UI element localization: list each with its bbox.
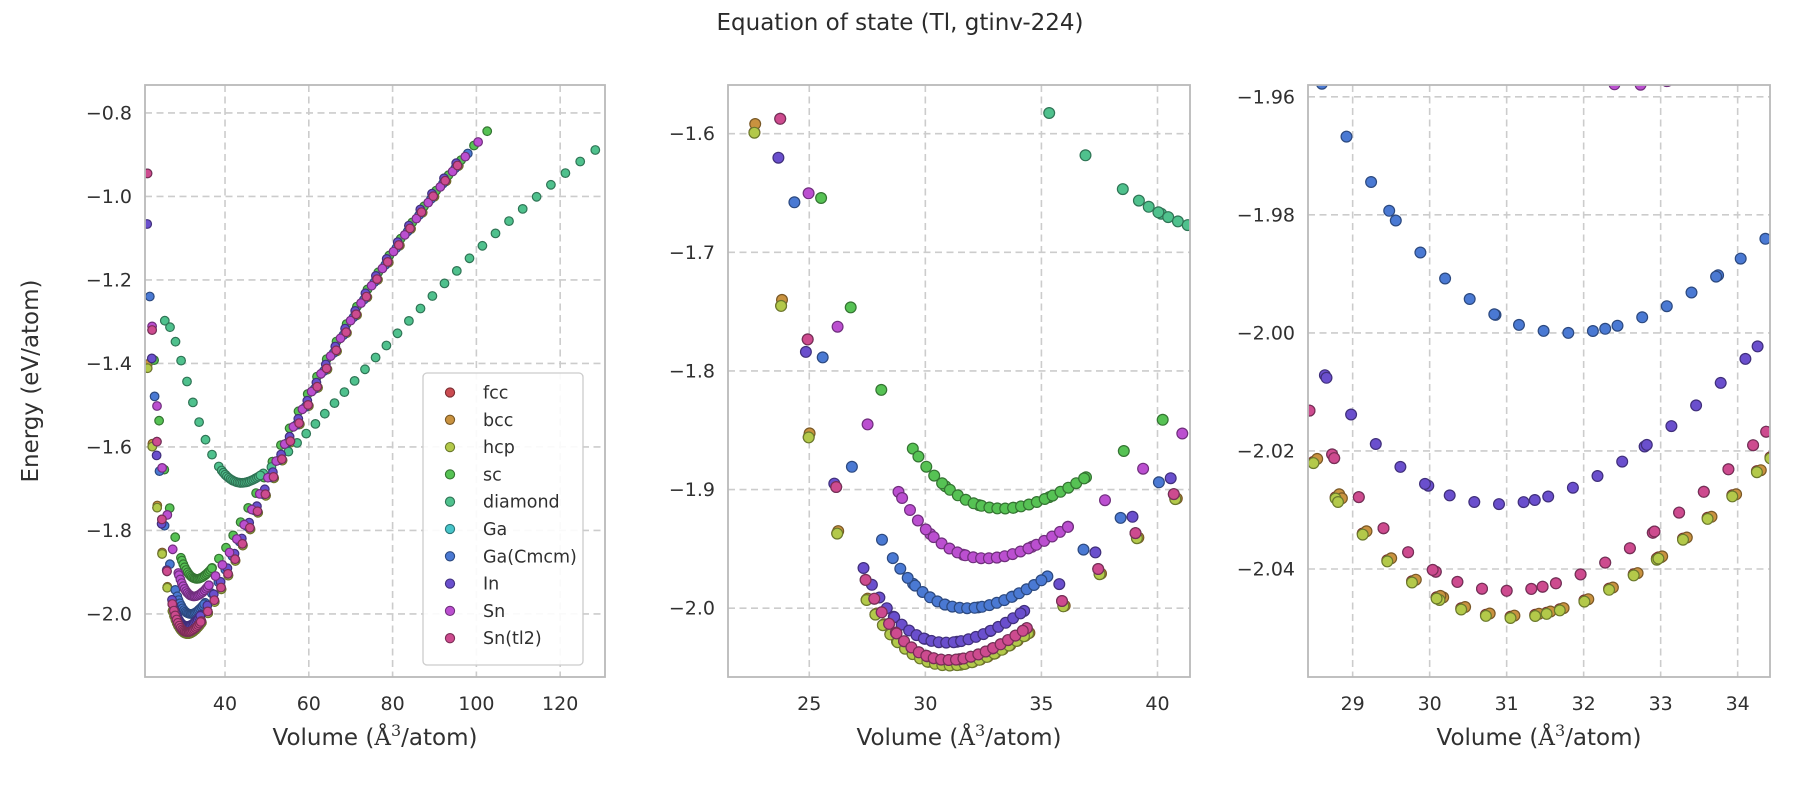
legend-marker-Ga(Cmcm) bbox=[444, 551, 456, 562]
x-axis-label-overview: Volume (Å3/atom) bbox=[273, 721, 478, 751]
series-Sn(tl2) bbox=[1308, 404, 1770, 597]
y-tick-label: −1.6 bbox=[86, 436, 132, 458]
series-Ga bbox=[774, 112, 1180, 666]
x-tick-label: 29 bbox=[1341, 693, 1365, 715]
legend-label-hcp: hcp bbox=[483, 438, 515, 458]
x-tick-label: 35 bbox=[1029, 693, 1053, 715]
legend-label-diamond: diamond bbox=[483, 493, 560, 513]
figure-title: Equation of state (Tl, gtinv-224) bbox=[716, 10, 1084, 36]
y-tick-labels-mid-zoom: −1.6 −1.7 −1.8 −1.9 −2.0 bbox=[669, 123, 715, 620]
legend-marker-hcp bbox=[444, 441, 456, 453]
series-diamond bbox=[1043, 106, 1190, 232]
x-tick-label: 30 bbox=[913, 693, 937, 715]
y-axis-label: Energy (eV/atom) bbox=[18, 279, 44, 482]
y-tick-label: −2.00 bbox=[1237, 322, 1295, 344]
x-tick-label: 60 bbox=[297, 693, 321, 715]
legend: fcc bcc hcp sc diamond Ga Ga(Cmcm) In Sn Sn(tl2) bbox=[422, 372, 584, 666]
legend-label-bcc: bcc bbox=[483, 411, 513, 431]
series-sc bbox=[815, 192, 1169, 515]
legend-marker-Sn(tl2) bbox=[444, 633, 456, 644]
legend-marker-diamond bbox=[444, 496, 456, 507]
series-fcc bbox=[1308, 451, 1770, 623]
series-hcp bbox=[1308, 452, 1770, 624]
y-tick-label: −1.96 bbox=[1237, 86, 1295, 108]
y-tick-label: −2.02 bbox=[1237, 440, 1295, 462]
legend-label-Ga: Ga bbox=[483, 520, 507, 540]
legend-label-fcc: fcc bbox=[483, 384, 508, 404]
data-points-overview bbox=[145, 126, 601, 639]
y-tick-label: −1.2 bbox=[86, 269, 132, 291]
series-Sn bbox=[802, 187, 1189, 565]
x-tick-label: 100 bbox=[458, 693, 494, 715]
legend-marker-sc bbox=[444, 469, 456, 480]
legend-label-Ga(Cmcm): Ga(Cmcm) bbox=[483, 547, 577, 567]
x-tick-label: 25 bbox=[797, 693, 821, 715]
gridlines-min-zoom bbox=[1308, 85, 1770, 677]
x-axis-label-min-zoom: Volume (Å3/atom) bbox=[1437, 721, 1642, 751]
legend-marker-Ga bbox=[444, 523, 456, 535]
y-tick-label: −1.98 bbox=[1237, 204, 1295, 226]
series-bcc bbox=[749, 117, 1183, 671]
x-tick-label: 40 bbox=[213, 693, 237, 715]
panel-overview: 40 60 80 100 120 −0.8 −1.0 −1.2 −1.4 −1.6 −1.8 −2.0… bbox=[18, 84, 606, 751]
x-tick-label: 32 bbox=[1572, 693, 1596, 715]
x-tick-label: 80 bbox=[381, 693, 405, 715]
axes-spines-mid-zoom bbox=[727, 84, 1191, 678]
y-tick-label: −2.0 bbox=[86, 603, 132, 625]
series-hcp bbox=[748, 126, 1182, 672]
series-In bbox=[1318, 340, 1764, 511]
axes-spines-overview bbox=[144, 84, 606, 678]
y-tick-label: −1.4 bbox=[86, 353, 132, 375]
y-tick-label: −1.7 bbox=[669, 242, 715, 264]
y-tick-label: −2.0 bbox=[669, 598, 715, 620]
panel-min-zoom: 29 30 31 32 33 34 −1.96 −1.98 −2.00 −2.02 −2.04 Vol… bbox=[1237, 84, 1771, 751]
legend-label-sc: sc bbox=[483, 465, 502, 485]
legend-label-Sn(tl2): Sn(tl2) bbox=[483, 629, 542, 649]
series-diamond bbox=[159, 145, 601, 488]
legend-marker-fcc bbox=[444, 387, 456, 398]
legend-marker-Sn bbox=[444, 605, 456, 617]
gridlines-mid-zoom bbox=[728, 85, 1190, 677]
x-tick-labels-min-zoom: 29 30 31 32 33 34 bbox=[1341, 693, 1750, 715]
x-tick-label: 34 bbox=[1726, 693, 1750, 715]
y-tick-label: −1.0 bbox=[86, 186, 132, 208]
x-tick-labels-overview: 40 60 80 100 120 bbox=[213, 693, 578, 715]
series-Sn(tl2) bbox=[774, 112, 1180, 666]
x-tick-label: 33 bbox=[1649, 693, 1673, 715]
panel-mid-zoom: 25 30 35 40 −1.6 −1.7 −1.8 −1.9 −2.0 Volume (Å3/a… bbox=[669, 84, 1191, 751]
x-axis-label-mid-zoom: Volume (Å3/atom) bbox=[857, 721, 1062, 751]
legend-marker-In bbox=[444, 578, 456, 589]
y-tick-label: −1.8 bbox=[86, 520, 132, 542]
x-tick-label: 40 bbox=[1145, 693, 1169, 715]
y-tick-labels-min-zoom: −1.96 −1.98 −2.00 −2.02 −2.04 bbox=[1237, 86, 1295, 580]
x-tick-label: 31 bbox=[1495, 693, 1519, 715]
series-Ga(Cmcm) bbox=[1316, 85, 1770, 339]
data-points-mid-zoom bbox=[748, 106, 1190, 672]
data-points-min-zoom bbox=[1308, 85, 1770, 624]
legend-label-Sn: Sn bbox=[483, 602, 505, 622]
y-tick-label: −1.8 bbox=[669, 360, 715, 382]
legend-marker-bcc bbox=[444, 414, 456, 425]
legend-box bbox=[422, 372, 584, 666]
series-Sn(tl2) bbox=[145, 160, 463, 638]
y-tick-label: −2.04 bbox=[1237, 558, 1295, 580]
series-fcc bbox=[748, 126, 1182, 672]
series-Ga(Cmcm) bbox=[788, 196, 1165, 615]
axes-spines-min-zoom bbox=[1307, 84, 1771, 678]
y-tick-label: −0.8 bbox=[86, 102, 132, 124]
y-tick-label: −1.6 bbox=[669, 123, 715, 145]
y-tick-labels-overview: −0.8 −1.0 −1.2 −1.4 −1.6 −1.8 −2.0 bbox=[86, 102, 132, 625]
series-bcc bbox=[1311, 452, 1770, 622]
x-tick-label: 120 bbox=[542, 693, 578, 715]
x-tick-labels-mid-zoom: 25 30 35 40 bbox=[797, 693, 1169, 715]
x-tick-label: 30 bbox=[1418, 693, 1442, 715]
series-In bbox=[772, 151, 1177, 649]
series-Sn bbox=[1585, 85, 1673, 91]
legend-label-In: In bbox=[483, 575, 499, 595]
series-Sn bbox=[147, 137, 484, 602]
y-tick-label: −1.9 bbox=[669, 479, 715, 501]
